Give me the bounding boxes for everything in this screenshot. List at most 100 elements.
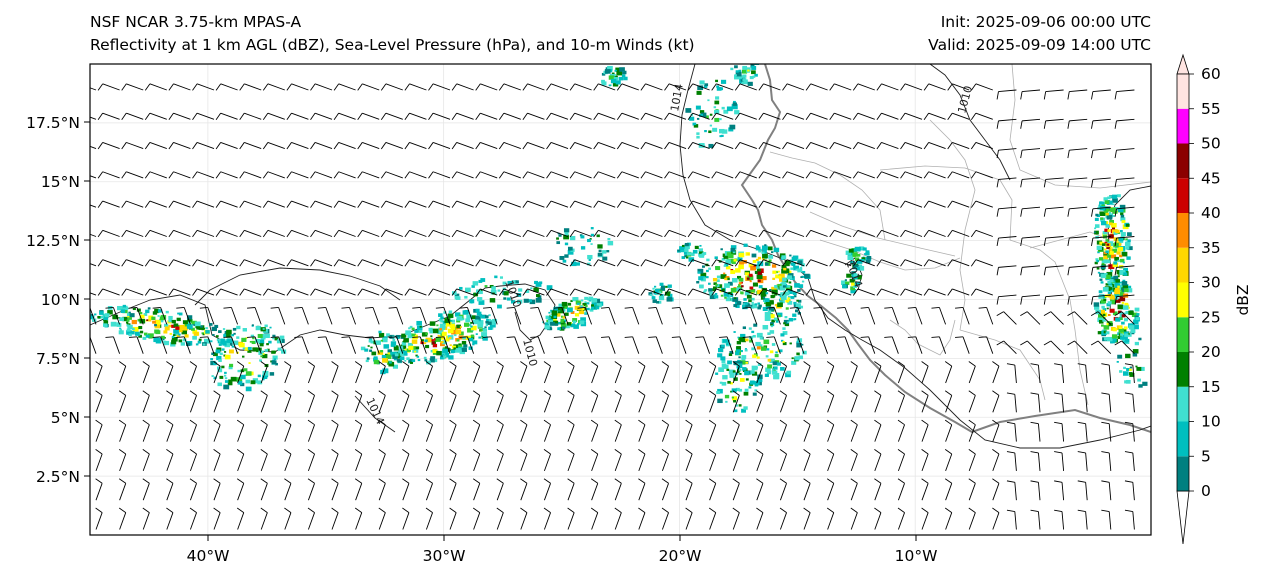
reflectivity-cell — [802, 270, 806, 274]
wind-barb — [900, 259, 923, 267]
reflectivity-cell — [120, 309, 126, 314]
wind-barb — [215, 83, 238, 91]
wind-barb — [168, 112, 191, 120]
title-valid-time: Valid: 2025-09-09 14:00 UTC — [928, 36, 1151, 54]
reflectivity-cell — [749, 380, 755, 385]
wind-barb — [685, 419, 693, 442]
reflectivity-cell — [525, 290, 530, 293]
reflectivity-cell — [735, 287, 741, 292]
reflectivity-cell — [1122, 261, 1125, 264]
reflectivity-cell — [262, 328, 265, 330]
wind-barb — [402, 361, 410, 384]
reflectivity-cell — [1132, 349, 1139, 354]
wind-barb — [546, 142, 569, 150]
wind-barb — [475, 112, 498, 120]
wind-barb — [90, 204, 97, 208]
reflectivity-cell — [696, 90, 702, 95]
reflectivity-cell — [1106, 307, 1109, 310]
reflectivity-cell — [219, 352, 223, 356]
reflectivity-cell — [216, 338, 220, 342]
reflectivity-cell — [1104, 200, 1110, 205]
reflectivity-cell — [195, 343, 199, 346]
reflectivity-cell — [575, 262, 580, 266]
reflectivity-cell — [860, 246, 865, 250]
reflectivity-cell — [226, 329, 232, 335]
wind-barb — [614, 361, 622, 384]
wind-barb — [331, 419, 339, 442]
reflectivity-cell — [1108, 222, 1113, 226]
wind-barb — [624, 307, 640, 325]
wind-barb — [687, 288, 710, 296]
reflectivity-cell — [1121, 220, 1126, 224]
reflectivity-cell — [748, 327, 752, 330]
reflectivity-cell — [1116, 286, 1123, 292]
wind-barb — [829, 200, 852, 208]
reflectivity-cell — [550, 309, 553, 312]
reflectivity-cell — [369, 349, 373, 352]
reflectivity-cell — [688, 257, 695, 262]
reflectivity-cell — [734, 74, 740, 80]
wind-barb — [638, 419, 646, 442]
reflectivity-cell — [751, 303, 758, 309]
wind-barb — [852, 142, 875, 150]
wind-barb — [236, 361, 245, 384]
reflectivity-cell — [554, 306, 561, 312]
reflectivity-cell — [1119, 239, 1124, 243]
reflectivity-cell — [733, 304, 738, 308]
wind-barb — [95, 478, 103, 501]
reflectivity-cell — [1102, 308, 1107, 311]
wind-barb — [664, 200, 687, 208]
reflectivity-cell — [1109, 280, 1116, 285]
reflectivity-cell — [237, 369, 241, 373]
reflectivity-cell — [755, 366, 758, 369]
reflectivity-cell — [622, 70, 627, 75]
reflectivity-cell — [154, 324, 157, 327]
reflectivity-cell — [652, 287, 655, 290]
wind-barb — [978, 336, 994, 354]
reflectivity-cell — [757, 271, 762, 275]
reflectivity-cell — [264, 349, 269, 352]
colorbar-segment — [1177, 74, 1189, 109]
reflectivity-cell — [161, 335, 165, 339]
reflectivity-cell — [775, 270, 779, 274]
wind-barb — [449, 507, 457, 530]
wind-barb — [543, 419, 551, 442]
wind-barb — [1006, 363, 1017, 384]
wind-barb — [388, 336, 404, 354]
reflectivity-cell — [566, 322, 572, 326]
reflectivity-cell — [218, 343, 222, 346]
wind-barb — [852, 200, 875, 208]
reflectivity-cell — [786, 263, 790, 267]
reflectivity-cell — [623, 76, 628, 81]
reflectivity-cell — [756, 346, 761, 350]
wind-barb — [923, 112, 946, 120]
reflectivity-cell — [248, 362, 251, 364]
reflectivity-cell — [770, 322, 774, 326]
wind-barb — [996, 89, 1017, 100]
wind-barb — [829, 171, 852, 179]
reflectivity-cell — [556, 313, 561, 317]
reflectivity-cell — [1112, 280, 1116, 283]
reflectivity-cell — [566, 307, 573, 313]
reflectivity-cell — [421, 332, 428, 337]
reflectivity-cell — [470, 315, 476, 320]
wind-barb — [1043, 118, 1064, 129]
reflectivity-cell — [211, 375, 214, 378]
reflectivity-cell — [842, 284, 847, 289]
reflectivity-cell — [423, 356, 427, 359]
wind-barb — [590, 449, 599, 472]
reflectivity-cell — [548, 316, 554, 321]
wind-barb — [378, 419, 386, 442]
reflectivity-cell — [176, 334, 180, 338]
wind-barb — [404, 259, 427, 267]
wind-barb — [142, 449, 150, 472]
reflectivity-cell — [854, 257, 860, 261]
country-borders — [769, 64, 1151, 406]
reflectivity-cell — [1125, 246, 1130, 250]
wind-barb — [166, 419, 174, 442]
reflectivity-cell — [516, 293, 522, 297]
reflectivity-cell — [276, 339, 282, 344]
reflectivity-cell — [138, 334, 142, 338]
reflectivity-cell — [415, 354, 418, 357]
reflectivity-cell — [614, 69, 618, 72]
